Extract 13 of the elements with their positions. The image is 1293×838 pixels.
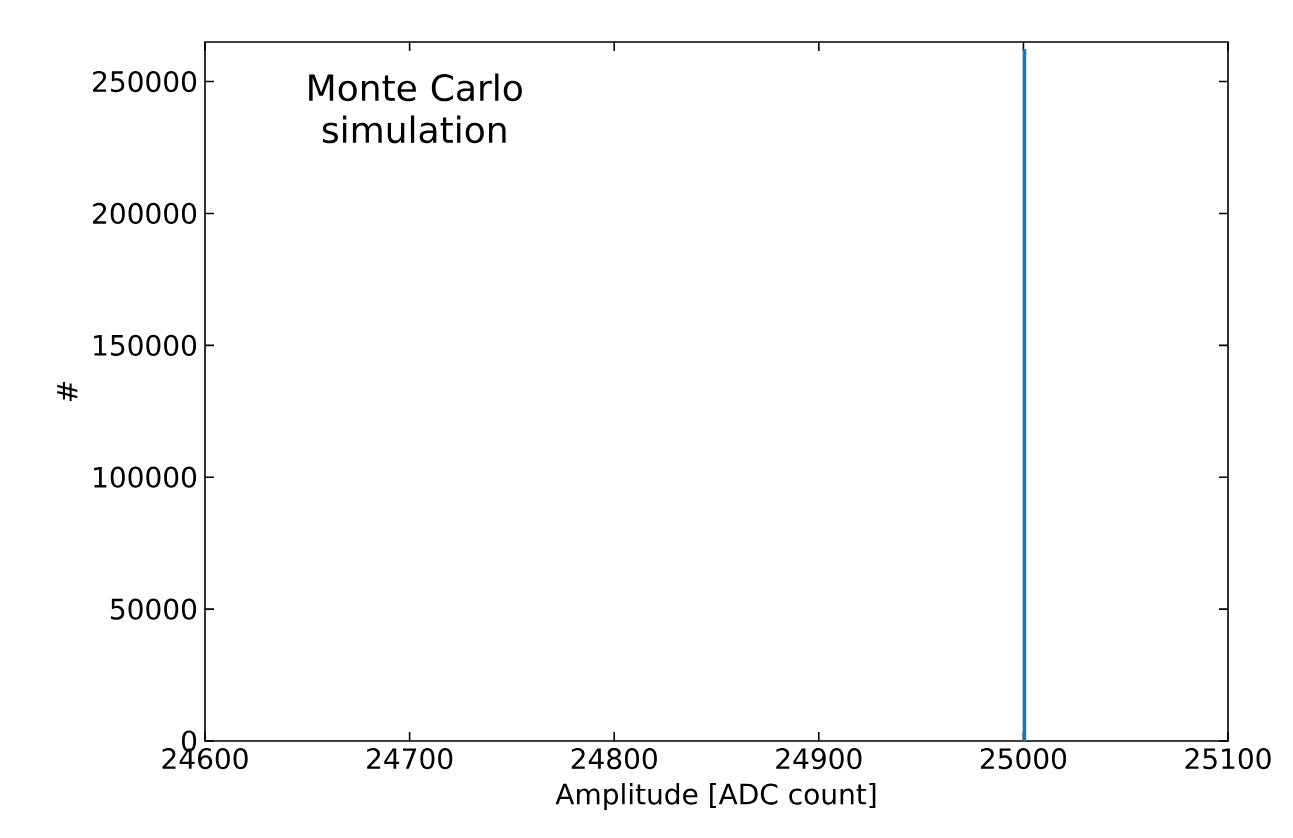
x-tick-label: 24800	[571, 748, 657, 770]
y-tick-label: 200000	[93, 202, 197, 225]
y-tick-label: 150000	[94, 334, 197, 356]
x-tick-label: 24700	[367, 748, 453, 770]
y-tick-label: 50000	[111, 598, 197, 620]
x-tick-label: 25000	[980, 748, 1067, 770]
y-axis-title: #	[57, 381, 78, 402]
x-tick-label: 25100	[1185, 748, 1271, 770]
x-axis-title: Amplitude [ADC count]	[555, 782, 876, 811]
y-tick-label: 100000	[94, 466, 197, 488]
x-tick-label: 24900	[776, 748, 862, 770]
y-tick-label: 250000	[93, 70, 197, 93]
annotation: Monte Carlo simulation	[309, 73, 522, 144]
